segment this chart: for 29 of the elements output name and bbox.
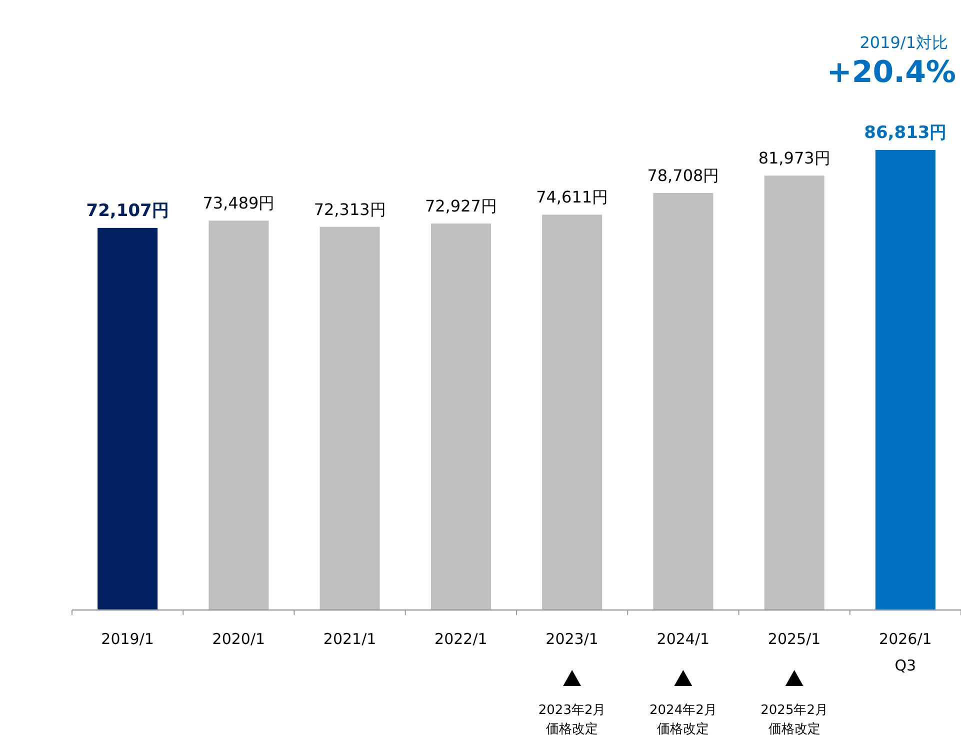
x-tick-label: 2024/1 bbox=[656, 630, 710, 648]
bar bbox=[98, 228, 158, 610]
data-label: 73,489円 bbox=[202, 194, 275, 213]
x-tick-label: 2019/1 bbox=[101, 630, 154, 648]
text: 2025年2月価格改定 bbox=[760, 703, 828, 735]
data-label: 86,813円 bbox=[864, 123, 947, 143]
x-tick-label: 2026/1 Q3 bbox=[879, 630, 932, 674]
x-tick-label: 2022/1 bbox=[434, 630, 488, 648]
x-tick-label: 2023/1 bbox=[546, 630, 598, 648]
x-tick-label: 2021/1 bbox=[323, 630, 376, 648]
data-label: 72,313円 bbox=[314, 200, 386, 219]
x-tick-label: 2025/1 bbox=[768, 630, 821, 648]
bar bbox=[430, 224, 491, 610]
bar bbox=[542, 214, 602, 610]
x-tick-label: 2020/1 bbox=[212, 630, 266, 648]
data-label: 72,107円 bbox=[86, 200, 169, 221]
data-label: 78,708円 bbox=[647, 166, 720, 185]
bar bbox=[875, 150, 936, 610]
bar bbox=[208, 220, 269, 610]
text: 2023年2月価格改定 bbox=[538, 703, 606, 735]
bar bbox=[764, 176, 824, 610]
text: +20.4% bbox=[826, 55, 956, 90]
text: 2024年2月価格改定 bbox=[650, 703, 717, 735]
bar bbox=[320, 226, 380, 610]
data-label: 81,973円 bbox=[758, 148, 830, 168]
bar bbox=[653, 192, 714, 610]
data-label: 72,927円 bbox=[424, 196, 497, 216]
text: 2019/1対比 bbox=[860, 33, 948, 52]
data-label: 74,611円 bbox=[536, 188, 608, 207]
